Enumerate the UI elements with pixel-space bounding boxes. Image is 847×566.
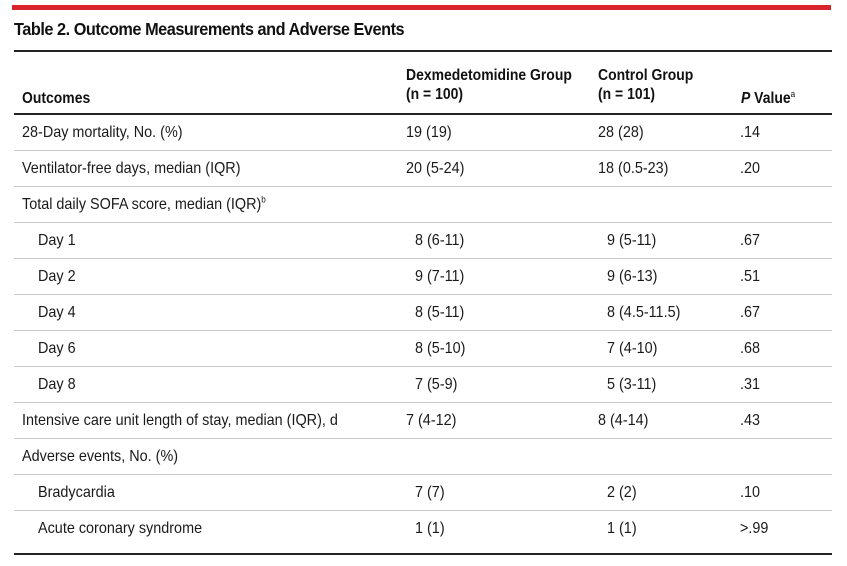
dex-value: 7 (4-12): [406, 412, 457, 429]
header-outcomes: Outcomes: [22, 90, 91, 107]
p-value: .67: [740, 304, 761, 321]
p-value: >.99: [740, 520, 769, 537]
control-value: 8 (4-14): [598, 412, 649, 429]
control-value: 2 (2): [607, 484, 637, 501]
outcome-label: Intensive care unit length of stay, medi…: [22, 412, 338, 429]
accent-bar: [12, 5, 831, 10]
header-p-value: P Valuea: [741, 89, 795, 108]
header-p-rest: Value: [750, 90, 791, 107]
header-control: Control Group (n = 101): [598, 66, 693, 104]
table-top-rule: [14, 50, 832, 52]
table-row: Day 4 8 (5-11) 8 (4.5-11.5) .67: [14, 295, 832, 331]
table-row: 28-Day mortality, No. (%) 19 (19) 28 (28…: [14, 115, 832, 151]
outcome-label: Day 1: [38, 232, 76, 249]
outcome-label: Ventilator-free days, median (IQR): [22, 160, 241, 177]
table-row: Day 1 8 (6-11) 9 (5-11) .67: [14, 223, 832, 259]
header-p-italic: P: [741, 90, 751, 107]
outcome-label: Day 6: [38, 340, 76, 357]
table-row: Intensive care unit length of stay, medi…: [14, 403, 832, 439]
dex-value: 8 (5-10): [415, 340, 466, 357]
control-value: 1 (1): [607, 520, 637, 537]
sofa-label-text: Total daily SOFA score, median (IQR): [22, 196, 262, 213]
control-value: 18 (0.5-23): [598, 160, 669, 177]
outcome-label: Adverse events, No. (%): [22, 448, 179, 465]
dex-value: 7 (7): [415, 484, 445, 501]
table-bottom-rule: [14, 553, 832, 555]
p-value: .43: [740, 412, 761, 429]
control-value: 7 (4-10): [607, 340, 658, 357]
p-value: .68: [740, 340, 761, 357]
header-bottom-rule: [14, 113, 832, 115]
table-row: Bradycardia 7 (7) 2 (2) .10: [14, 475, 832, 511]
dex-value: 8 (5-11): [415, 304, 465, 321]
dex-value: 20 (5-24): [406, 160, 465, 177]
p-value: .51: [740, 268, 761, 285]
table-row: Acute coronary syndrome 1 (1) 1 (1) >.99: [14, 511, 832, 547]
footnote-b-marker: b: [261, 194, 266, 205]
control-value: 5 (3-11): [607, 376, 657, 393]
header-ctrl-line1: Control Group: [598, 67, 694, 84]
p-value: .67: [740, 232, 761, 249]
table-row: Day 6 8 (5-10) 7 (4-10) .68: [14, 331, 832, 367]
outcome-label: Day 8: [38, 376, 76, 393]
outcome-label: Acute coronary syndrome: [38, 520, 203, 537]
control-value: 28 (28): [598, 124, 644, 141]
dex-value: 9 (7-11): [415, 268, 465, 285]
table-row-group-adverse: Adverse events, No. (%): [14, 439, 832, 475]
control-value: 8 (4.5-11.5): [607, 304, 681, 321]
p-value: .20: [740, 160, 761, 177]
p-value: .10: [740, 484, 761, 501]
table-title: Table 2. Outcome Measurements and Advers…: [14, 19, 405, 39]
outcome-label: Bradycardia: [38, 484, 115, 501]
footnote-a-marker: a: [790, 88, 796, 99]
outcome-label: Day 2: [38, 268, 76, 285]
dex-value: 8 (6-11): [415, 232, 465, 249]
header-dex-line2: (n = 100): [406, 86, 463, 103]
outcome-label: Day 4: [38, 304, 76, 321]
table-row: Ventilator-free days, median (IQR) 20 (5…: [14, 151, 832, 187]
p-value: .14: [740, 124, 761, 141]
dex-value: 7 (5-9): [415, 376, 458, 393]
p-value: .31: [740, 376, 761, 393]
header-dex-line1: Dexmedetomidine Group: [406, 67, 572, 84]
table-row: Day 8 7 (5-9) 5 (3-11) .31: [14, 367, 832, 403]
dex-value: 19 (19): [406, 124, 452, 141]
dex-value: 1 (1): [415, 520, 445, 537]
control-value: 9 (5-11): [607, 232, 657, 249]
outcome-label: 28-Day mortality, No. (%): [22, 124, 183, 141]
header-dexmedetomidine: Dexmedetomidine Group (n = 100): [406, 66, 572, 104]
outcome-label: Total daily SOFA score, median (IQR)b: [22, 187, 266, 223]
table-row-group-sofa: Total daily SOFA score, median (IQR)b: [14, 187, 832, 223]
header-ctrl-line2: (n = 101): [598, 86, 655, 103]
control-value: 9 (6-13): [607, 268, 658, 285]
table-row: Day 2 9 (7-11) 9 (6-13) .51: [14, 259, 832, 295]
